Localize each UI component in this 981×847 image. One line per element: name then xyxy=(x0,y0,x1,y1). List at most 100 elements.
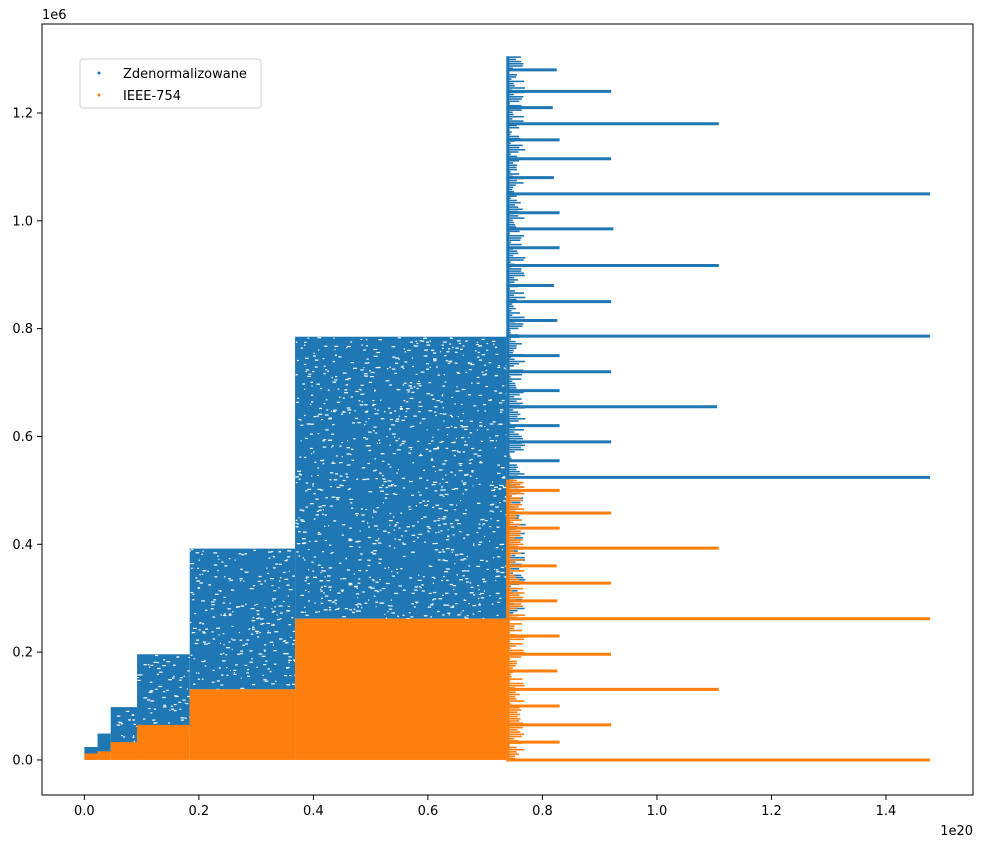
point-gap xyxy=(455,390,460,392)
point-gap xyxy=(476,531,479,534)
point-gap xyxy=(260,618,264,620)
point-gap xyxy=(308,373,312,375)
point-gap xyxy=(391,575,395,577)
data-point xyxy=(506,415,518,418)
point-gap xyxy=(187,695,191,698)
point-gap xyxy=(170,705,173,707)
data-point xyxy=(506,572,511,574)
point-gap xyxy=(500,566,505,569)
point-gap xyxy=(423,337,428,339)
data-point xyxy=(506,87,525,89)
point-gap xyxy=(364,424,366,426)
point-gap xyxy=(476,343,479,346)
point-gap xyxy=(304,589,307,591)
point-gap xyxy=(435,542,438,545)
data-point xyxy=(506,206,519,208)
point-gap xyxy=(331,462,336,464)
point-gap xyxy=(432,599,434,601)
point-gap xyxy=(373,348,378,351)
point-gap xyxy=(198,559,200,561)
point-gap xyxy=(479,421,482,424)
point-gap xyxy=(464,474,467,476)
point-gap xyxy=(266,567,268,569)
point-gap xyxy=(320,387,322,390)
point-gap xyxy=(455,347,459,349)
point-gap xyxy=(320,460,325,462)
point-gap xyxy=(439,494,444,496)
point-gap xyxy=(437,531,440,533)
point-gap xyxy=(217,555,219,557)
point-gap xyxy=(340,578,342,580)
data-point xyxy=(506,314,513,316)
point-gap xyxy=(172,677,175,679)
point-gap xyxy=(498,392,503,394)
point-gap xyxy=(432,582,435,584)
point-gap xyxy=(374,413,379,415)
point-gap xyxy=(213,616,216,618)
point-gap xyxy=(445,360,448,362)
point-gap xyxy=(387,532,390,534)
point-gap xyxy=(341,590,344,593)
point-gap xyxy=(432,466,436,468)
point-gap xyxy=(398,415,400,417)
point-gap xyxy=(363,367,365,369)
point-gap xyxy=(244,571,249,573)
point-gap xyxy=(373,580,375,582)
point-gap xyxy=(485,385,488,388)
data-point xyxy=(506,226,517,228)
point-gap xyxy=(302,383,305,385)
point-gap xyxy=(372,400,375,402)
point-gap xyxy=(222,660,226,662)
point-gap xyxy=(404,361,408,363)
point-gap xyxy=(320,459,322,462)
point-gap xyxy=(488,399,492,401)
point-gap xyxy=(218,667,221,669)
point-gap xyxy=(223,613,226,615)
point-gap xyxy=(397,469,399,471)
point-gap xyxy=(348,584,353,586)
point-gap xyxy=(245,643,248,645)
point-gap xyxy=(156,673,159,675)
point-gap xyxy=(320,572,322,574)
data-point xyxy=(506,96,524,98)
point-gap xyxy=(503,486,507,489)
point-gap xyxy=(192,593,195,595)
point-gap xyxy=(389,428,392,430)
point-gap xyxy=(464,426,468,428)
point-gap xyxy=(147,699,151,701)
point-gap xyxy=(313,518,316,520)
point-gap xyxy=(257,636,260,638)
point-gap xyxy=(471,382,473,384)
point-gap xyxy=(430,394,434,396)
data-point xyxy=(506,118,513,120)
point-gap xyxy=(476,565,480,567)
data-block xyxy=(137,724,190,760)
point-gap xyxy=(246,672,249,674)
point-gap xyxy=(207,642,211,644)
point-gap xyxy=(302,557,305,559)
point-gap xyxy=(457,340,461,342)
point-gap xyxy=(266,622,271,624)
point-gap xyxy=(390,412,392,414)
point-gap xyxy=(368,362,370,364)
point-gap xyxy=(198,629,201,631)
point-gap xyxy=(477,502,481,504)
point-gap xyxy=(333,409,337,411)
point-gap xyxy=(471,458,473,460)
data-point xyxy=(506,126,520,129)
point-gap xyxy=(298,555,301,557)
point-gap xyxy=(440,489,443,491)
point-gap xyxy=(460,348,463,350)
point-gap xyxy=(400,568,403,570)
point-gap xyxy=(468,462,472,464)
point-gap xyxy=(468,565,471,567)
point-gap xyxy=(338,396,341,398)
point-gap xyxy=(423,469,425,471)
point-gap xyxy=(417,380,420,382)
data-point xyxy=(506,63,524,65)
point-gap xyxy=(396,472,398,474)
point-gap xyxy=(291,617,294,619)
point-gap xyxy=(366,358,369,360)
point-gap xyxy=(272,610,276,612)
point-gap xyxy=(150,712,153,714)
